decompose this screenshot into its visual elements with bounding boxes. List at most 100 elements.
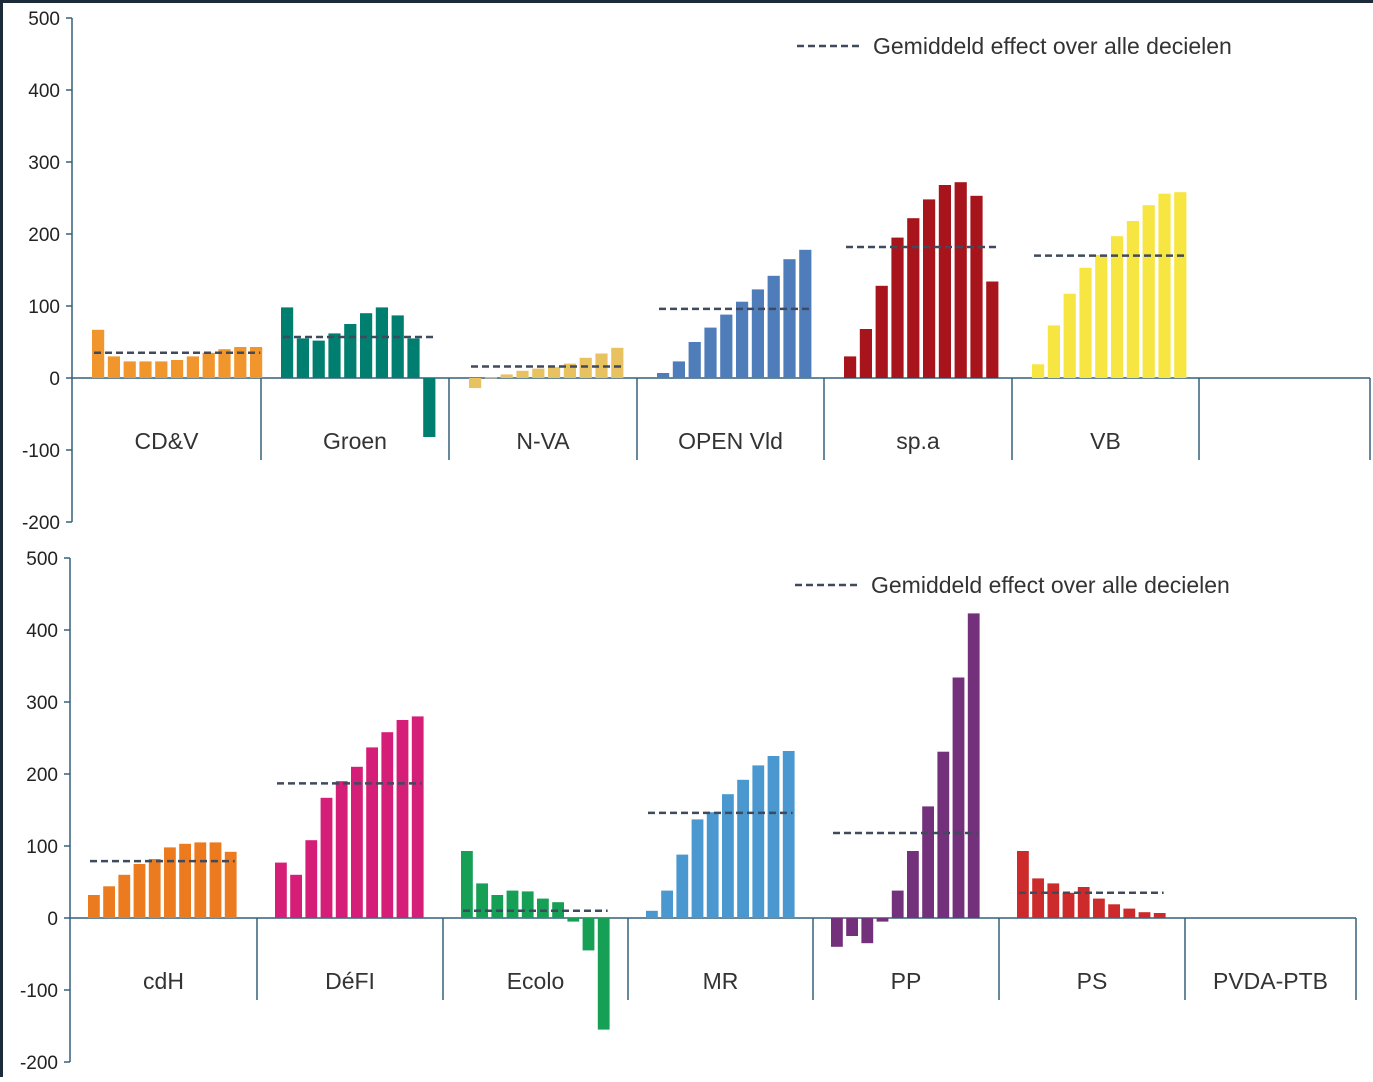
bar	[88, 895, 100, 918]
bar	[491, 895, 504, 918]
bar	[952, 677, 965, 918]
bar	[736, 301, 749, 378]
bar	[123, 361, 136, 378]
bar	[611, 347, 624, 378]
bar	[783, 259, 796, 378]
y-tick-label: 100	[28, 297, 60, 318]
bar	[411, 716, 424, 918]
bar	[209, 842, 222, 918]
bar	[579, 357, 592, 378]
bar	[891, 890, 904, 918]
y-tick-label: 200	[26, 765, 58, 786]
bar	[752, 765, 765, 918]
bar	[328, 333, 341, 378]
bar	[782, 751, 795, 918]
bar	[1158, 193, 1171, 378]
bar	[831, 918, 843, 947]
bar	[737, 779, 749, 918]
y-tick-label: -100	[22, 441, 60, 462]
bar	[907, 218, 920, 378]
bar	[516, 370, 529, 378]
bar	[537, 898, 549, 918]
bar	[391, 315, 404, 378]
bar	[202, 352, 215, 378]
bar	[224, 851, 237, 918]
bar	[799, 249, 812, 378]
bar	[548, 367, 561, 378]
category-label: PVDA-PTB	[1213, 968, 1328, 994]
bar	[218, 349, 231, 378]
bar	[922, 806, 934, 918]
bar	[296, 338, 309, 378]
bar	[179, 843, 191, 918]
bar	[250, 347, 263, 378]
y-tick-label: 0	[49, 369, 60, 390]
bar	[954, 182, 967, 378]
bar	[1079, 267, 1092, 378]
bar	[967, 613, 980, 918]
bar	[595, 353, 608, 378]
bar	[1123, 908, 1136, 918]
bar	[767, 756, 780, 918]
bar	[360, 313, 373, 378]
y-tick-label: 500	[28, 9, 60, 30]
bar	[171, 360, 184, 378]
bar	[1142, 205, 1155, 378]
bar	[597, 918, 610, 1030]
bar	[646, 910, 658, 918]
category-label: MR	[703, 968, 739, 994]
bar	[532, 368, 545, 378]
bar	[133, 864, 146, 918]
bar	[672, 361, 685, 378]
bar	[567, 918, 580, 922]
bar	[970, 195, 983, 378]
bar	[1077, 887, 1090, 918]
bar	[423, 378, 436, 437]
bar	[1111, 236, 1124, 378]
bar	[1126, 221, 1139, 378]
bar	[661, 890, 673, 918]
bar	[582, 918, 595, 951]
bar	[148, 859, 161, 918]
bar	[1047, 325, 1060, 378]
y-tick-label: 300	[28, 153, 60, 174]
bar	[375, 307, 388, 378]
bar	[751, 289, 764, 378]
category-label: Groen	[323, 428, 387, 454]
bar	[1138, 912, 1151, 918]
bar	[676, 854, 689, 918]
bar	[861, 918, 874, 944]
bar	[312, 340, 325, 378]
bar	[155, 361, 168, 378]
bar	[281, 307, 294, 378]
bar	[986, 281, 999, 378]
bar	[1174, 192, 1187, 378]
y-tick-label: 400	[26, 621, 58, 642]
bar	[1063, 293, 1076, 378]
y-tick-label: 100	[26, 837, 58, 858]
bar	[907, 851, 919, 918]
bar	[344, 324, 357, 378]
bar	[461, 851, 473, 918]
bar	[381, 732, 394, 918]
bottom-panel: 500 400 300 200 100 0 -100 -200 cdH DéFI Ecolo MR PP…	[20, 549, 1357, 1074]
bar	[366, 747, 378, 918]
bar	[107, 356, 120, 378]
bar	[875, 285, 888, 378]
bar	[186, 356, 199, 378]
bar	[1032, 364, 1045, 378]
bar	[396, 720, 409, 918]
bar	[407, 338, 420, 378]
bar	[1047, 883, 1060, 918]
category-label: CD&V	[135, 428, 200, 454]
y-tick-label: 0	[47, 909, 58, 930]
bar	[876, 918, 889, 922]
bar	[722, 794, 734, 918]
bar	[275, 862, 287, 918]
bar	[923, 199, 936, 378]
bar	[469, 378, 482, 389]
category-label: VB	[1090, 428, 1121, 454]
category-label: PP	[891, 968, 922, 994]
bar	[891, 237, 904, 378]
